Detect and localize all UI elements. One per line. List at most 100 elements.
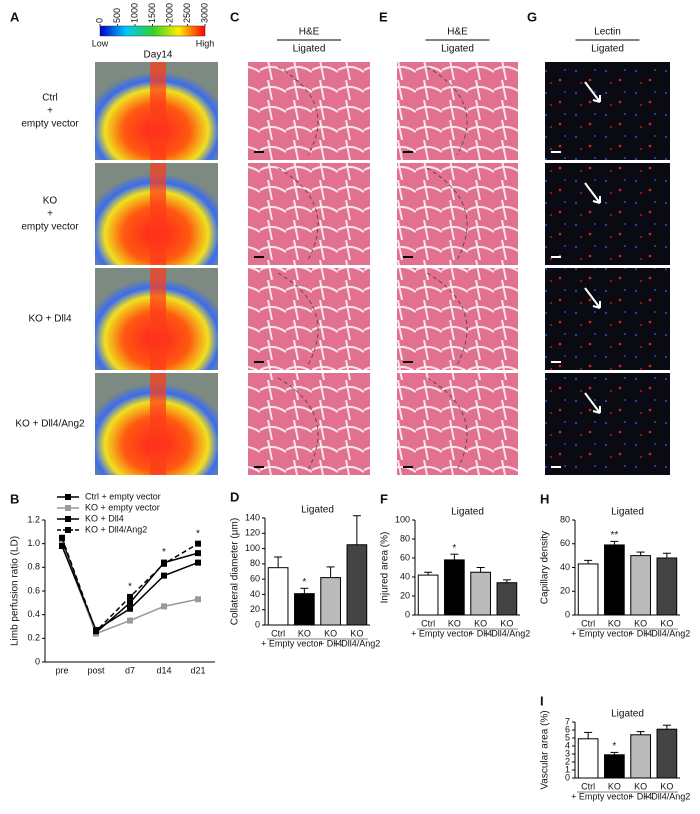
perfusion-body	[150, 163, 166, 265]
y-tick-label: 40	[560, 562, 570, 572]
y-tick-label: 40	[400, 571, 410, 581]
perfusion-body	[150, 268, 166, 370]
series-marker	[127, 593, 133, 600]
legend-label: Ctrl + empty vector	[85, 491, 161, 501]
bar	[656, 557, 678, 616]
arrow	[584, 81, 601, 103]
x-tick-label: KO	[324, 628, 337, 638]
x-tick-label: KO	[474, 618, 487, 628]
lesion-outline	[426, 167, 468, 261]
bar	[267, 567, 289, 626]
x-tick-label: KO	[608, 618, 621, 628]
x-tick-label: pre	[55, 665, 68, 675]
y-axis-label: Vascular area (%)	[540, 710, 551, 789]
perfusion-body	[150, 62, 166, 160]
bar	[577, 563, 599, 616]
significance: *	[128, 582, 132, 593]
stain-label: H&E	[299, 27, 320, 38]
panel-letter: G	[527, 9, 537, 24]
significance: *	[612, 741, 616, 752]
bar	[496, 582, 518, 616]
x-tick-label: d7	[125, 665, 135, 675]
series-marker	[161, 572, 167, 579]
colorbar-low: Low	[92, 38, 109, 48]
y-tick-label: 0	[565, 772, 570, 782]
x-tick-label: KO	[500, 618, 513, 628]
micrograph	[397, 62, 518, 160]
series-marker	[59, 534, 65, 541]
y-tick-label: 4	[565, 740, 570, 750]
group-label: + Empty vector	[571, 791, 631, 801]
micrograph	[545, 163, 670, 265]
group-label: + Dll4	[469, 628, 492, 638]
series-marker	[59, 543, 65, 550]
x-tick-label: KO	[634, 618, 647, 628]
lesion-outline	[426, 272, 468, 366]
y-axis-label: Capillary density	[540, 531, 551, 604]
bar	[444, 559, 465, 616]
significance: *	[162, 547, 166, 558]
micrograph	[248, 373, 370, 475]
x-tick-label: d14	[156, 665, 171, 675]
bar	[630, 555, 651, 616]
legend-marker	[65, 494, 71, 500]
y-axis-label: Injured area (%)	[380, 532, 391, 604]
x-tick-label: Ctrl	[581, 781, 595, 791]
series-marker	[195, 550, 201, 557]
series-marker	[127, 599, 133, 606]
series-marker	[127, 617, 133, 624]
lesion-outline	[277, 377, 319, 471]
significance: *	[302, 577, 306, 588]
panel-letter: I	[540, 693, 544, 708]
legend-marker	[65, 505, 71, 511]
colorbar-label: 3000	[199, 3, 209, 23]
y-tick-label: 20	[250, 604, 260, 614]
x-tick-label: post	[87, 665, 105, 675]
panel-letter: E	[379, 9, 388, 24]
y-axis-label: Limb perfusion ratio (LD)	[10, 536, 21, 646]
bar	[604, 754, 625, 779]
y-tick-label: 40	[250, 589, 260, 599]
y-tick-label: 0	[35, 656, 40, 666]
bar	[417, 574, 439, 616]
row-label: KO + Dll4	[28, 314, 72, 325]
x-tick-label: KO	[608, 781, 621, 791]
micrograph	[545, 373, 670, 475]
y-tick-label: 1	[565, 764, 570, 774]
row-label: KO + Dll4/Ang2	[15, 419, 85, 430]
micrograph	[248, 62, 370, 160]
panel-letter: D	[230, 489, 239, 504]
micrograph	[248, 268, 370, 370]
micrograph	[397, 163, 518, 265]
legend-label: KO + empty vector	[85, 502, 160, 512]
bar	[320, 577, 341, 626]
y-tick-label: 20	[560, 586, 570, 596]
y-tick-label: 0	[405, 609, 410, 619]
x-tick-label: KO	[660, 618, 673, 628]
series-marker	[127, 605, 133, 612]
condition-label: Ligated	[441, 44, 474, 55]
y-tick-label: 120	[245, 528, 260, 538]
x-tick-label: Ctrl	[271, 628, 285, 638]
x-tick-label: KO	[634, 781, 647, 791]
y-tick-label: 60	[250, 574, 260, 584]
y-tick-label: 1.2	[27, 514, 40, 524]
significance: **	[610, 530, 618, 541]
colorbar-high: High	[196, 38, 215, 48]
chart-title: Ligated	[611, 507, 644, 518]
condition-label: Ligated	[293, 44, 326, 55]
series-marker	[93, 628, 99, 635]
x-tick-label: d21	[190, 665, 205, 675]
colorbar-label: 0	[94, 18, 104, 23]
y-tick-label: 3	[565, 748, 570, 758]
panel-letter: B	[10, 491, 19, 506]
y-tick-label: 100	[245, 543, 260, 553]
x-tick-label: Ctrl	[581, 618, 595, 628]
arrow	[584, 392, 601, 414]
colorbar-label: 1000	[129, 3, 139, 23]
y-tick-label: 60	[560, 538, 570, 548]
legend-marker	[65, 516, 71, 522]
group-label: + Empty vector	[571, 628, 631, 638]
y-tick-label: 60	[400, 552, 410, 562]
series-marker	[161, 560, 167, 567]
